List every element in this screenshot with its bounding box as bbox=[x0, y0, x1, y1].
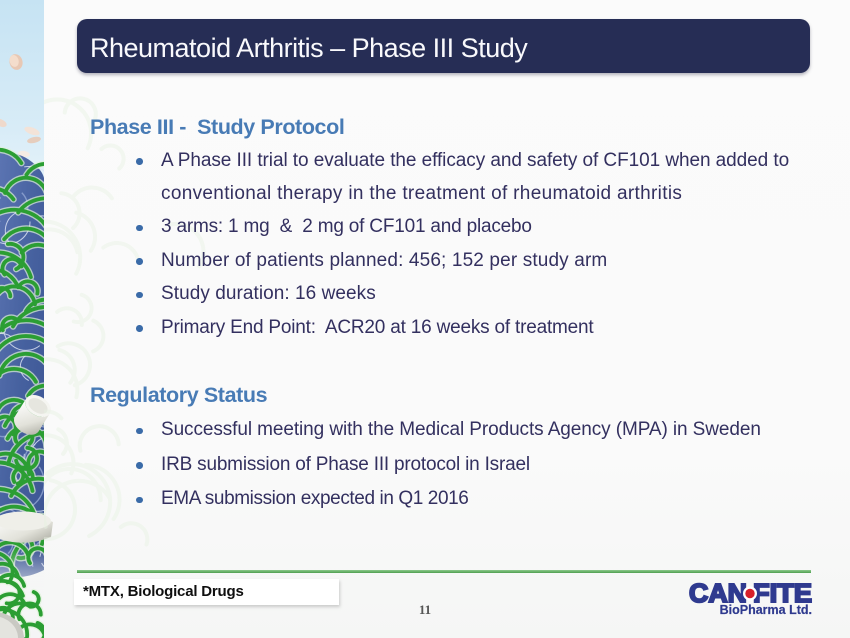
svg-text:BioPharma Ltd.: BioPharma Ltd. bbox=[720, 603, 812, 617]
svg-text:CAN: CAN bbox=[689, 578, 747, 608]
svg-text:FITE: FITE bbox=[753, 578, 812, 608]
